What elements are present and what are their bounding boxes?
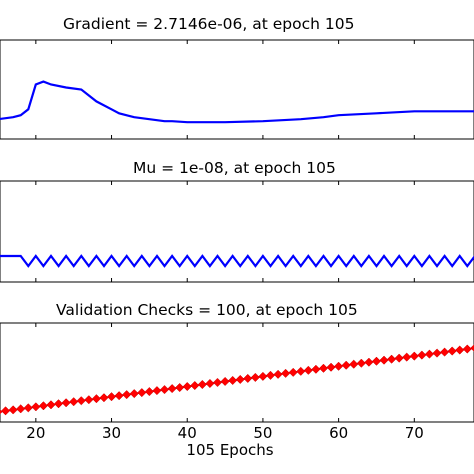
data-point-marker <box>387 354 397 364</box>
data-point-marker <box>182 381 192 392</box>
data-point-marker <box>190 380 200 391</box>
data-point-marker <box>159 385 170 395</box>
mu-panel: Mu = 1e-08, at epoch 105 <box>0 159 474 283</box>
data-point-marker <box>432 348 442 358</box>
data-point-marker <box>69 397 79 407</box>
data-point-marker <box>54 399 64 409</box>
gradient-series-line <box>0 80 474 124</box>
data-point-marker <box>106 392 117 402</box>
data-point-marker <box>31 402 41 412</box>
data-point-marker <box>76 396 86 406</box>
data-point-marker <box>152 386 162 396</box>
data-point-marker <box>334 361 344 371</box>
gradient-axes-frame <box>0 39 474 140</box>
data-point-marker <box>402 352 412 362</box>
validation-markers <box>0 344 474 416</box>
data-point-marker <box>114 391 124 401</box>
data-point-marker <box>462 344 472 354</box>
data-point-marker <box>8 405 18 415</box>
mu-series-line <box>0 254 474 268</box>
data-point-marker <box>61 398 71 408</box>
data-point-marker <box>197 379 207 390</box>
data-point-marker <box>205 378 215 389</box>
data-point-marker <box>440 347 450 357</box>
x-tick-label: 60 <box>329 424 348 442</box>
data-point-marker <box>243 373 253 383</box>
data-point-marker <box>281 368 291 378</box>
data-point-marker <box>212 377 223 388</box>
data-point-marker <box>250 372 260 382</box>
data-point-marker <box>394 353 404 363</box>
validation-x-ticks <box>35 323 415 422</box>
data-point-marker <box>349 359 359 369</box>
data-point-marker <box>379 355 389 365</box>
mu-title: Mu = 1e-08, at epoch 105 <box>133 159 336 177</box>
data-point-marker <box>288 367 298 377</box>
data-point-marker <box>303 365 313 375</box>
data-point-marker <box>137 388 147 398</box>
data-point-marker <box>409 351 419 361</box>
data-point-marker <box>356 358 366 368</box>
data-point-marker <box>470 344 474 352</box>
mu-x-ticks <box>35 181 415 282</box>
data-point-marker <box>220 376 230 387</box>
data-point-marker <box>424 349 434 359</box>
data-point-marker <box>167 384 177 394</box>
data-point-marker <box>91 394 101 404</box>
data-point-marker <box>318 363 329 373</box>
data-point-marker <box>16 404 26 414</box>
gradient-panel: Gradient = 2.7146e-06, at epoch 105 <box>0 15 474 140</box>
data-point-marker <box>129 389 139 399</box>
validation-x-tick-labels: 20 30 40 50 60 70 <box>26 424 424 442</box>
gradient-title: Gradient = 2.7146e-06, at epoch 105 <box>63 15 354 33</box>
validation-title: Validation Checks = 100, at epoch 105 <box>56 301 358 319</box>
data-point-marker <box>228 375 238 386</box>
data-point-marker <box>258 371 268 381</box>
data-point-marker <box>371 356 382 366</box>
x-tick-label: 50 <box>253 424 272 442</box>
x-tick-label: 70 <box>405 424 424 442</box>
data-point-marker <box>1 406 11 416</box>
data-point-marker <box>364 357 374 367</box>
data-point-marker <box>273 369 283 379</box>
data-point-marker <box>311 364 321 374</box>
data-point-marker <box>417 350 427 360</box>
mu-axes-frame <box>0 180 474 283</box>
validation-axes-frame <box>0 322 474 423</box>
x-tick-label: 30 <box>102 424 121 442</box>
x-axis-label: 105 Epochs <box>186 441 273 459</box>
data-point-marker <box>175 382 185 393</box>
data-point-marker <box>144 387 154 397</box>
data-point-marker <box>46 400 56 410</box>
data-point-marker <box>0 409 3 415</box>
data-point-marker <box>23 403 33 413</box>
data-point-marker <box>455 345 465 355</box>
x-tick-label: 20 <box>26 424 45 442</box>
data-point-marker <box>447 346 457 356</box>
data-point-marker <box>265 370 276 380</box>
data-point-marker <box>38 401 48 411</box>
data-point-marker <box>122 390 132 400</box>
data-point-marker <box>99 393 109 403</box>
data-point-marker <box>341 360 351 370</box>
validation-panel: Validation Checks = 100, at epoch 105 20… <box>0 301 474 459</box>
data-point-marker <box>84 395 94 405</box>
data-point-marker <box>326 362 336 372</box>
x-tick-label: 40 <box>178 424 197 442</box>
gradient-x-ticks <box>35 40 415 139</box>
data-point-marker <box>235 374 245 384</box>
data-point-marker <box>296 366 306 376</box>
